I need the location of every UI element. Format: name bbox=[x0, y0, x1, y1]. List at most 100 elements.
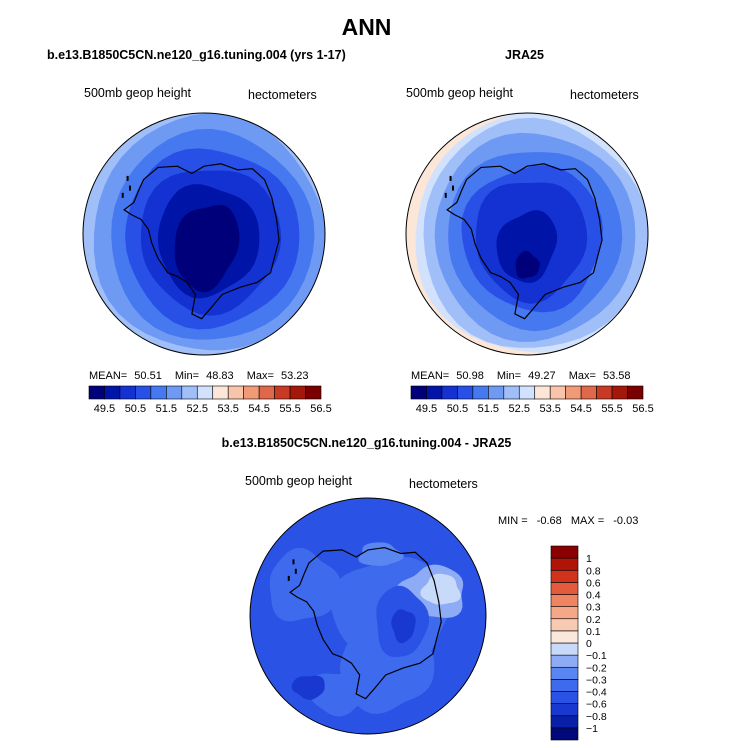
panel2-stats: MEAN= 50.98 Min= 49.27 Max= 53.58 bbox=[411, 370, 631, 382]
main-title: ANN bbox=[341, 14, 392, 40]
colorbar-box bbox=[104, 385, 121, 400]
antarctica-coastline bbox=[446, 163, 603, 320]
mean-value: 50.51 bbox=[134, 370, 162, 382]
colorbar-box bbox=[534, 385, 551, 400]
colorbar-box bbox=[119, 385, 136, 400]
colorbar-box bbox=[550, 691, 579, 704]
panel2-units-label: hectometers bbox=[570, 88, 639, 102]
colorbar-tick-label: −0.8 bbox=[586, 711, 607, 723]
contour-region bbox=[269, 547, 341, 622]
colorbar-box bbox=[166, 385, 183, 400]
panel2-variable-label: 500mb geop height bbox=[406, 86, 514, 100]
panel1-stats: MEAN= 50.51 Min= 48.83 Max= 53.23 bbox=[89, 370, 309, 382]
mean-label: MEAN= bbox=[89, 370, 128, 382]
colorbar-tick-label: 53.5 bbox=[539, 403, 560, 415]
min-label: Min= bbox=[174, 370, 200, 382]
colorbar-tick-label: 52.5 bbox=[187, 403, 208, 415]
colorbar-box bbox=[243, 385, 260, 400]
contour-region bbox=[496, 210, 558, 283]
min-value: -0.68 bbox=[536, 515, 562, 527]
colorbar-tick-label: 0.8 bbox=[586, 565, 601, 577]
panel3-stats: MIN = -0.68 MAX = -0.03 bbox=[498, 515, 638, 527]
antarctica-coastline bbox=[123, 163, 280, 320]
panel1-variable-label: 500mb geop height bbox=[84, 86, 192, 100]
panel3-map bbox=[250, 498, 486, 734]
colorbar-box bbox=[289, 385, 306, 400]
colorbar-tick-label: −1 bbox=[586, 723, 598, 735]
colorbar-box bbox=[550, 618, 579, 632]
contour-region bbox=[309, 673, 369, 717]
island-marker bbox=[292, 559, 295, 565]
island-marker bbox=[294, 568, 297, 574]
colorbar-tick-label: 51.5 bbox=[478, 403, 499, 415]
mean-value: 50.98 bbox=[456, 370, 484, 382]
colorbar-box bbox=[565, 385, 582, 400]
panel3-variable-label: 500mb geop height bbox=[245, 474, 353, 488]
colorbar-box bbox=[88, 385, 105, 400]
colorbar-tick-label: 0.1 bbox=[586, 626, 601, 638]
colorbar-box bbox=[611, 385, 628, 400]
map-border bbox=[249, 497, 487, 735]
antarctica-coastline bbox=[289, 546, 442, 700]
colorbar-box bbox=[196, 385, 214, 400]
colorbar-box bbox=[627, 385, 644, 400]
island-marker bbox=[449, 175, 452, 181]
colorbar-tick-label: 0.4 bbox=[586, 590, 601, 602]
contour-region bbox=[391, 609, 416, 644]
min-label: MIN = bbox=[498, 515, 528, 527]
colorbar-box bbox=[410, 385, 427, 400]
colorbar-tick-label: 0.2 bbox=[586, 614, 601, 626]
contour-region bbox=[420, 573, 461, 605]
min-value: 49.27 bbox=[528, 370, 556, 382]
colorbar-box bbox=[227, 385, 244, 400]
colorbar-tick-label: 56.5 bbox=[310, 403, 331, 415]
colorbar-box bbox=[441, 385, 458, 400]
colorbar-tick-label: 50.5 bbox=[447, 403, 468, 415]
contour-region bbox=[174, 205, 240, 293]
vertical-colorbar: −1−0.8−0.6−0.4−0.3−0.2−0.100.10.20.30.40… bbox=[550, 545, 607, 741]
panel1-units-label: hectometers bbox=[248, 88, 317, 102]
contour-region bbox=[358, 542, 404, 566]
map-border bbox=[82, 112, 326, 356]
max-label: MAX = bbox=[570, 515, 605, 527]
panel2-title: JRA25 bbox=[505, 48, 544, 62]
colorbar-tick-label: 54.5 bbox=[248, 403, 269, 415]
panel1-map bbox=[83, 113, 325, 355]
min-value: 48.83 bbox=[206, 370, 234, 382]
colorbar-box bbox=[550, 569, 579, 583]
island-marker bbox=[128, 185, 131, 191]
island-marker bbox=[126, 175, 129, 181]
island-marker bbox=[451, 185, 454, 191]
island-marker bbox=[287, 575, 290, 581]
colorbar-tick-label: 56.5 bbox=[632, 403, 653, 415]
colorbar-tick-label: 0.6 bbox=[586, 577, 601, 589]
mean-label: MEAN= bbox=[411, 370, 450, 382]
colorbar-tick-label: 55.5 bbox=[279, 403, 300, 415]
colorbar-tick-label: 50.5 bbox=[125, 403, 146, 415]
colorbar-tick-label: 52.5 bbox=[509, 403, 530, 415]
colorbar-box bbox=[550, 582, 579, 595]
colorbar-box bbox=[596, 385, 613, 400]
colorbar-box bbox=[550, 642, 579, 656]
colorbar-tick-label: 49.5 bbox=[416, 403, 437, 415]
colorbar-box bbox=[150, 385, 167, 400]
colorbar-box bbox=[258, 385, 275, 400]
colorbar-box bbox=[550, 557, 579, 571]
colorbar-tick-label: −0.6 bbox=[586, 699, 607, 711]
colorbar-tick-label: 55.5 bbox=[601, 403, 622, 415]
max-label: Max= bbox=[568, 370, 596, 382]
colorbar-box bbox=[457, 385, 474, 400]
colorbar-box bbox=[426, 385, 443, 400]
max-label: Max= bbox=[246, 370, 274, 382]
map-border bbox=[405, 112, 649, 356]
colorbar-box bbox=[181, 385, 198, 400]
colorbar-box bbox=[550, 630, 579, 644]
colorbar-box bbox=[550, 727, 579, 741]
colorbar-box bbox=[550, 666, 579, 680]
colorbars: 49.5 50.5 51.5 52.5 53.5 54.5 55.5 56.5 49.5 50.5… bbox=[88, 385, 654, 741]
panel1-title: b.e13.B1850C5CN.ne120_g16.tuning.004 (yr… bbox=[47, 48, 346, 62]
max-value: 53.58 bbox=[602, 370, 631, 382]
colorbar-box bbox=[503, 385, 520, 400]
island-marker bbox=[121, 192, 124, 198]
